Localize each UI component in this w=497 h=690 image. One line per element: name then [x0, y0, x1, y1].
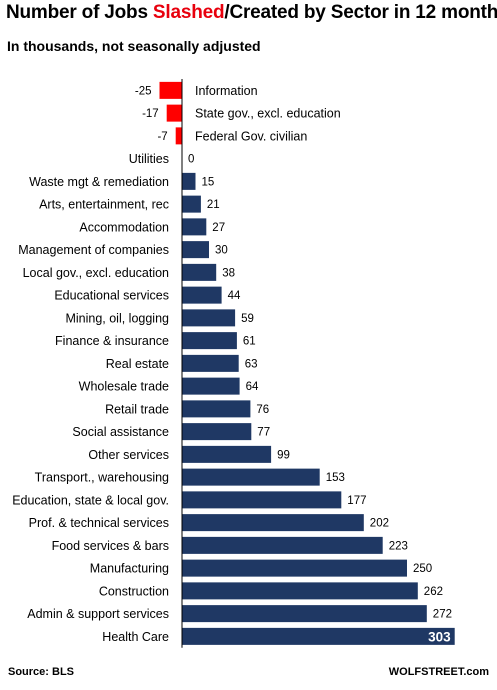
category-label-11: Finance & insurance — [55, 334, 169, 348]
bar-13 — [182, 377, 240, 395]
value-label-4: 15 — [202, 176, 215, 188]
value-label-8: 38 — [222, 267, 235, 279]
category-label-6: Accommodation — [79, 220, 169, 234]
value-label-17: 153 — [326, 472, 345, 484]
bar-4 — [182, 172, 196, 190]
value-label-10: 59 — [241, 313, 254, 325]
bar-12 — [182, 354, 239, 372]
chart-subtitle: In thousands, not seasonally adjusted — [7, 38, 261, 54]
category-label-21: Manufacturing — [90, 562, 169, 576]
value-label-1: -17 — [142, 108, 159, 120]
value-label-0: -25 — [135, 85, 152, 97]
value-label-3: 0 — [188, 154, 194, 166]
value-label-14: 76 — [256, 404, 269, 416]
category-label-0: Information — [195, 84, 258, 98]
bar-7 — [182, 241, 209, 259]
bar-21 — [182, 559, 407, 577]
value-label-2: -7 — [157, 131, 167, 143]
category-label-15: Social assistance — [72, 425, 169, 439]
value-label-18: 177 — [347, 495, 366, 507]
category-label-1: State gov., excl. education — [195, 107, 341, 121]
brand-label: WOLFSTREET.com — [388, 666, 489, 678]
category-label-20: Food services & bars — [52, 539, 169, 553]
bar-24 — [182, 627, 455, 645]
chart-title: Number of Jobs Slashed/Created by Sector… — [6, 2, 497, 24]
value-label-6: 27 — [212, 222, 225, 234]
category-label-7: Management of companies — [18, 243, 169, 257]
bar-15 — [182, 423, 252, 441]
category-label-3: Utilities — [129, 152, 169, 166]
title-prefix: Number of Jobs — [6, 2, 153, 23]
category-label-5: Arts, entertainment, rec — [39, 198, 169, 212]
title-suffix: /Created by Sector in 12 months — [224, 2, 497, 23]
value-label-5: 21 — [207, 199, 220, 211]
value-label-23: 272 — [433, 609, 452, 621]
bar-20 — [182, 536, 383, 554]
value-label-13: 64 — [246, 381, 259, 393]
value-label-19: 202 — [370, 518, 389, 530]
value-label-9: 44 — [228, 290, 241, 302]
bar-2 — [175, 127, 182, 145]
category-label-19: Prof. & technical services — [29, 516, 169, 530]
category-label-13: Wholesale trade — [79, 380, 169, 394]
value-label-22: 262 — [424, 586, 443, 598]
value-label-15: 77 — [257, 427, 270, 439]
value-label-16: 99 — [277, 449, 290, 461]
bars-group: Information -25 State gov., excl. educatio… — [12, 81, 455, 645]
bar-chart: Information -25 State gov., excl. educatio… — [12, 79, 455, 648]
bar-11 — [182, 332, 237, 350]
bar-9 — [182, 286, 222, 304]
bar-19 — [182, 514, 364, 532]
category-label-18: Education, state & local gov. — [12, 493, 169, 507]
bar-18 — [182, 491, 342, 509]
category-label-8: Local gov., excl. education — [23, 266, 169, 280]
category-label-4: Waste mgt & remediation — [29, 175, 169, 189]
bar-22 — [182, 582, 418, 600]
category-label-12: Real estate — [106, 357, 169, 371]
category-label-10: Mining, oil, logging — [65, 311, 169, 325]
bar-17 — [182, 468, 320, 486]
bar-6 — [182, 218, 207, 236]
category-label-24: Health Care — [102, 630, 169, 644]
category-label-22: Construction — [99, 584, 169, 598]
value-label-24: 303 — [428, 629, 451, 644]
bar-10 — [182, 309, 236, 327]
category-label-2: Federal Gov. civilian — [195, 129, 307, 143]
bar-14 — [182, 400, 251, 418]
title-highlight: Slashed — [152, 2, 225, 23]
category-label-16: Other services — [88, 448, 169, 462]
value-label-7: 30 — [215, 245, 228, 257]
bar-16 — [182, 445, 272, 463]
value-label-21: 250 — [413, 563, 432, 575]
bar-1 — [166, 104, 182, 122]
bar-8 — [182, 263, 217, 281]
bar-0 — [159, 81, 182, 99]
value-label-12: 63 — [245, 358, 258, 370]
value-label-20: 223 — [389, 540, 408, 552]
bar-5 — [182, 195, 201, 213]
category-label-14: Retail trade — [105, 402, 169, 416]
bar-23 — [182, 605, 427, 623]
category-label-9: Educational services — [54, 289, 169, 303]
source-note: Source: BLS — [8, 666, 75, 678]
category-label-23: Admin & support services — [27, 607, 169, 621]
value-label-11: 61 — [243, 336, 256, 348]
category-label-17: Transport., warehousing — [35, 471, 169, 485]
